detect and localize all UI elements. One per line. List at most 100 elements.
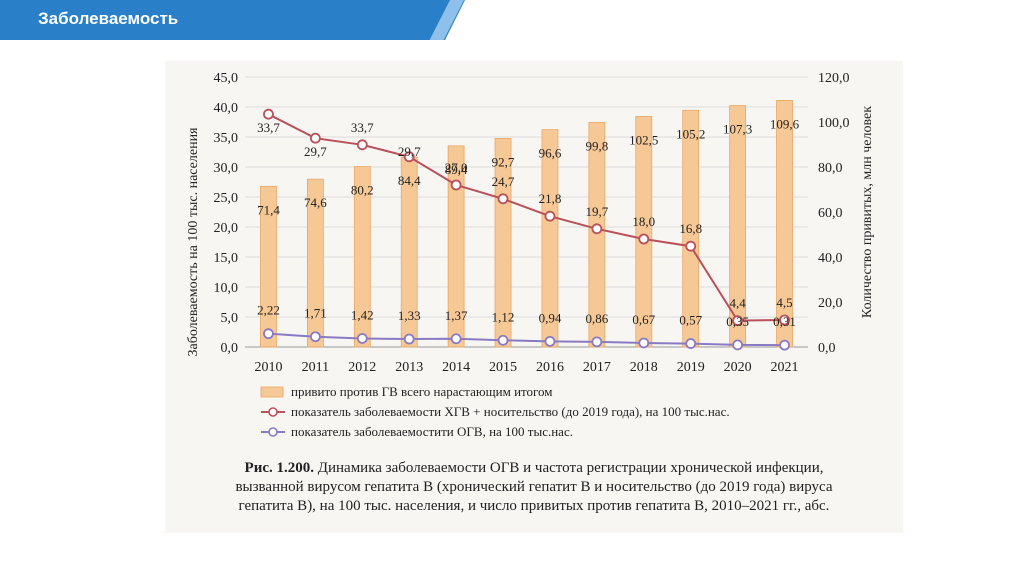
bar-value-label: 89,4: [445, 162, 468, 177]
bar: [447, 145, 465, 348]
ogv-point: [638, 337, 650, 349]
bar-value-label: 109,6: [770, 116, 800, 131]
x-tick-label: 2011: [302, 360, 329, 375]
right-tick-label: 60,0: [818, 206, 843, 221]
ogv-value-label: 0,94: [539, 310, 562, 325]
left-tick-label: 25,0: [214, 191, 239, 206]
chgv-value-label: 27,0: [445, 160, 468, 175]
ogv-point: [544, 335, 556, 347]
chgv-point: [450, 179, 462, 191]
left-tick-label: 20,0: [214, 221, 239, 236]
bar-value-label: 74,6: [304, 195, 327, 210]
chgv-point: [591, 223, 603, 235]
ogv-point: [450, 333, 462, 345]
legend-label-chgv: показатель заболеваемости ХГВ + носитель…: [291, 404, 730, 419]
chgv-point: [403, 151, 415, 163]
right-tick-label: 20,0: [818, 296, 843, 311]
x-tick-label: 2014: [442, 360, 470, 375]
ogv-value-label: 1,42: [351, 307, 374, 322]
header-bar: [0, 0, 445, 40]
chgv-point: [544, 210, 556, 222]
chgv-point: [263, 108, 274, 120]
left-tick-label: 5,0: [221, 311, 239, 326]
ogv-point: [685, 338, 697, 349]
left-tick-label: 40,0: [214, 101, 239, 116]
ogv-value-label: 0,57: [679, 313, 702, 328]
legend-key-chgv-marker: [268, 407, 278, 417]
right-tick-label: 100,0: [818, 116, 850, 131]
ogv-point: [779, 339, 790, 351]
figure-panel: 0,0 5,0 10,0 15,0 20,0 25,0 30,0 35,0 40,0 45,0 0,…: [165, 61, 903, 533]
bar-value-label: 92,7: [492, 154, 515, 169]
chgv-point: [356, 139, 368, 151]
left-tick-label: 0,0: [221, 341, 239, 356]
x-tick-label: 2017: [583, 360, 611, 375]
x-tick-label: 2013: [395, 360, 423, 375]
chgv-value-label: 4,4: [730, 296, 747, 311]
chgv-point: [309, 132, 321, 144]
ogv-point: [497, 334, 509, 346]
ogv-point: [356, 333, 368, 344]
legend-label-bars: привито против ГВ всего нарастающим итог…: [291, 384, 553, 399]
left-tick-label: 45,0: [214, 71, 239, 86]
bar-value-label: 105,2: [676, 126, 705, 141]
chart: 0,0 5,0 10,0 15,0 20,0 25,0 30,0 35,0 40,0 45,0 0,…: [186, 71, 875, 439]
chgv-value-label: 24,7: [492, 174, 515, 189]
x-tick-label: 2015: [489, 360, 517, 375]
caption-line-1: Рис. 1.200. Динамика заболеваемости ОГВ …: [165, 459, 903, 478]
ogv-value-label: 0,86: [586, 311, 609, 326]
ogv-value-label: 0,67: [632, 312, 655, 327]
bar: [494, 138, 512, 348]
caption-line-3: гепатита В), на 100 тыс. населения, и чи…: [238, 498, 830, 514]
ogv-point: [263, 328, 274, 340]
ogv-value-label: 2,22: [257, 303, 280, 318]
chgv-point: [497, 193, 509, 205]
x-tick-label: 2012: [348, 360, 376, 375]
right-tick-label: 120,0: [818, 71, 850, 86]
ogv-point: [309, 331, 321, 343]
x-tick-label: 2010: [254, 360, 282, 375]
caption-label: Рис. 1.200.: [244, 460, 314, 476]
chgv-point: [638, 233, 650, 245]
x-tick-label: 2016: [536, 360, 564, 375]
bar: [260, 185, 277, 348]
left-axis-title: Заболеваемость на 100 тыс. населения: [186, 127, 201, 357]
chgv-value-label: 19,7: [586, 204, 609, 219]
left-tick-label: 30,0: [214, 161, 239, 176]
ogv-value-label: 1,12: [492, 309, 515, 324]
chgv-value-label: 33,7: [257, 120, 280, 135]
chgv-value-label: 29,7: [304, 144, 327, 159]
slide-title: Заболеваемость: [38, 9, 179, 28]
ogv-value-label: 0,31: [773, 314, 796, 329]
chgv-point: [685, 240, 697, 252]
bar-value-label: 71,4: [257, 202, 280, 217]
caption-line-1-text: Динамика заболеваемости ОГВ и частота ре…: [317, 460, 824, 476]
ogv-value-label: 0,35: [726, 314, 749, 329]
left-tick-label: 10,0: [214, 281, 239, 296]
chgv-line: [268, 113, 785, 322]
legend-label-ogv: показатель заболеваемостити ОГВ, на 100 …: [291, 424, 573, 439]
bar-value-label: 102,5: [629, 132, 658, 147]
left-tick-label: 15,0: [214, 251, 239, 266]
legend-key-ogv-marker: [268, 427, 278, 437]
ogv-line: [268, 332, 785, 347]
chgv-value-label: 16,8: [679, 221, 702, 236]
ogv-point: [732, 339, 744, 351]
figure-caption: Рис. 1.200. Динамика заболеваемости ОГВ …: [165, 459, 903, 516]
chgv-point: [779, 314, 790, 326]
chgv-value-label: 21,8: [539, 191, 562, 206]
right-tick-label: 80,0: [818, 161, 843, 176]
x-tick-label: 2019: [677, 360, 705, 375]
right-tick-label: 0,0: [818, 341, 836, 356]
bar-value-label: 96,6: [539, 146, 562, 161]
x-tick-label: 2021: [771, 360, 799, 375]
bar-value-label: 80,2: [351, 183, 374, 198]
chgv-value-label: 4,5: [776, 295, 792, 310]
left-tick-label: 35,0: [214, 131, 239, 146]
x-tick-label: 2018: [630, 360, 658, 375]
bar: [306, 178, 324, 348]
bar: [541, 129, 559, 348]
chgv-value-label: 33,7: [351, 120, 374, 135]
ogv-point: [591, 336, 603, 348]
bar-value-label: 99,8: [586, 138, 609, 153]
